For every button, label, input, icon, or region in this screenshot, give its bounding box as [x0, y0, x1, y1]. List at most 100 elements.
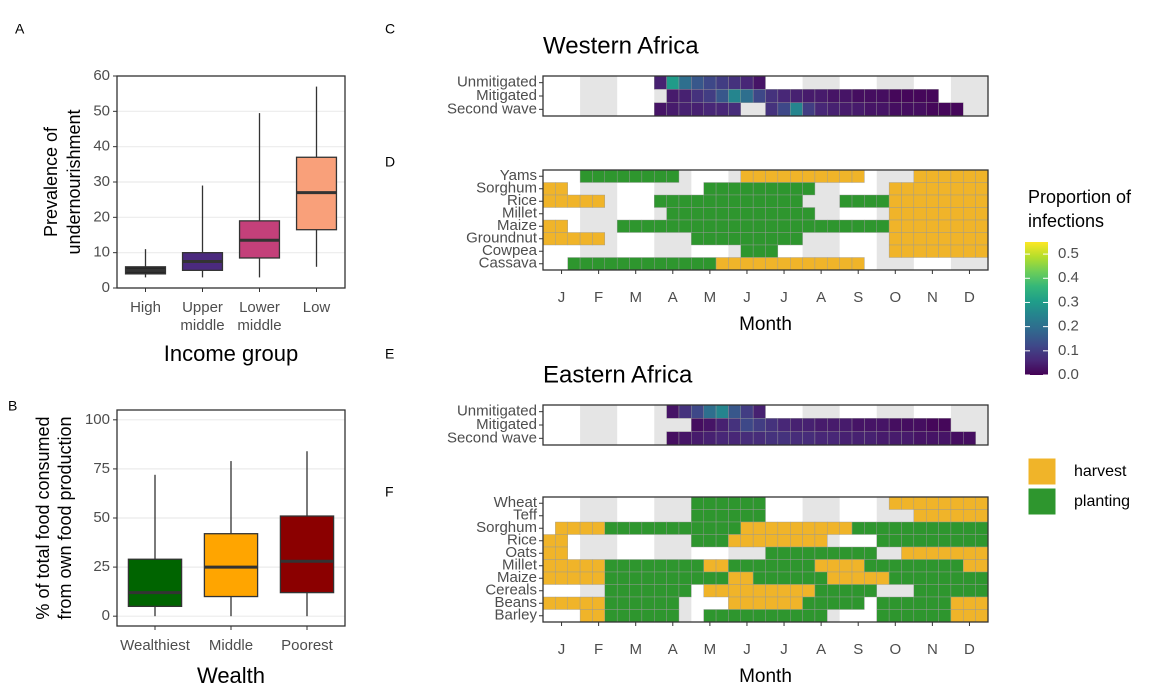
- heat-cell: [827, 418, 840, 432]
- crop-cell: [752, 559, 766, 573]
- heat-cell: [901, 102, 915, 117]
- y-tick-label: 60: [93, 67, 110, 84]
- crop-cell: [604, 257, 618, 271]
- crop-cell: [666, 559, 680, 573]
- heat-cell: [938, 102, 952, 117]
- heat-cell: [678, 404, 692, 419]
- crop-cell: [950, 194, 964, 208]
- crop-cell: [950, 509, 964, 523]
- y-tick-label: 25: [93, 558, 110, 575]
- crop-cell: [913, 182, 927, 196]
- crop-cell: [629, 169, 643, 183]
- heat-cell: [715, 431, 729, 446]
- crop-cell: [654, 559, 667, 573]
- x-axis-title: Income group: [164, 341, 299, 366]
- heat-cell: [678, 102, 692, 117]
- crop-cell: [678, 521, 692, 535]
- crop-cell: [629, 609, 643, 623]
- row-label: Millet: [502, 557, 538, 574]
- crop-cell: [913, 194, 927, 208]
- crop-cell: [703, 219, 717, 233]
- crop-cell: [864, 521, 877, 535]
- heat-cell: [728, 75, 741, 90]
- crop-cell: [975, 169, 989, 183]
- crop-cell: [740, 182, 754, 196]
- crop-cell: [715, 496, 729, 510]
- crop-cell: [752, 244, 766, 258]
- crop-cell: [802, 169, 816, 183]
- crop-cell: [678, 257, 692, 271]
- crop-cell: [604, 609, 618, 623]
- crop-cell: [950, 546, 964, 560]
- crop-cell: [765, 207, 779, 221]
- crop-cell: [975, 509, 989, 523]
- crop-cell: [876, 521, 890, 535]
- crop-cell: [777, 596, 791, 610]
- crop-cell: [888, 232, 902, 246]
- crop-cell: [752, 584, 766, 598]
- legend-swatch: [1027, 457, 1057, 486]
- crop-cell: [913, 559, 927, 573]
- crop-cell: [752, 509, 766, 523]
- crop-cell: [728, 534, 741, 548]
- crop-cell: [691, 207, 704, 221]
- crop-cell: [839, 194, 853, 208]
- crop-cell: [901, 559, 915, 573]
- crop-cell: [950, 169, 964, 183]
- heat-cell: [666, 89, 680, 103]
- row-label: Groundnut: [466, 230, 538, 247]
- crop-cell: [876, 609, 890, 623]
- x-tick-label: O: [889, 641, 901, 658]
- crop-cell: [629, 257, 643, 271]
- y-axis-title: undernourishment: [64, 109, 84, 254]
- heat-cell: [765, 418, 779, 432]
- x-tick-label: J: [558, 641, 566, 658]
- heat-cell: [691, 75, 704, 90]
- row-label: Barley: [494, 607, 537, 624]
- crop-cell: [740, 169, 754, 183]
- crop-cell: [629, 219, 643, 233]
- crop-cell: [851, 219, 865, 233]
- crop-cell: [901, 596, 915, 610]
- crop-cell: [641, 584, 655, 598]
- colorbar-tick-label: 0.2: [1058, 318, 1079, 335]
- crop-cell: [666, 596, 680, 610]
- crop-cell: [765, 219, 779, 233]
- crop-cell: [790, 546, 803, 560]
- crop-cell: [728, 232, 741, 246]
- crop-cell: [752, 521, 766, 535]
- heat-cell: [839, 89, 853, 103]
- crop-cell: [728, 182, 741, 196]
- crop-cell: [691, 219, 704, 233]
- crop-cell: [851, 546, 865, 560]
- crop-cell: [802, 584, 816, 598]
- row-label: Teff: [513, 507, 538, 524]
- crop-cell: [938, 534, 952, 548]
- crop-cell: [975, 559, 989, 573]
- crop-cell: [616, 584, 630, 598]
- heat-cell: [864, 431, 877, 446]
- crop-cell: [691, 257, 704, 271]
- crop-cell: [950, 232, 964, 246]
- crop-cell: [542, 546, 556, 560]
- crop-cell: [752, 571, 766, 585]
- crop-cell: [654, 584, 667, 598]
- crop-cell: [938, 219, 952, 233]
- crop-cell: [975, 244, 989, 258]
- x-tick-label: Lower middle: [237, 299, 281, 334]
- crop-cell: [851, 571, 865, 585]
- crop-cell: [827, 546, 840, 560]
- x-tick-label: J: [558, 289, 566, 306]
- crop-cell: [579, 194, 593, 208]
- crop-cell: [938, 232, 952, 246]
- crop-cell: [666, 219, 680, 233]
- crop-cell: [790, 219, 803, 233]
- crop-cell: [938, 596, 952, 610]
- crop-cell: [777, 169, 791, 183]
- crop-cell: [542, 559, 556, 573]
- heat-cell: [691, 102, 704, 117]
- crop-cell: [913, 609, 927, 623]
- crop-cell: [975, 496, 989, 510]
- crop-cell: [963, 609, 976, 623]
